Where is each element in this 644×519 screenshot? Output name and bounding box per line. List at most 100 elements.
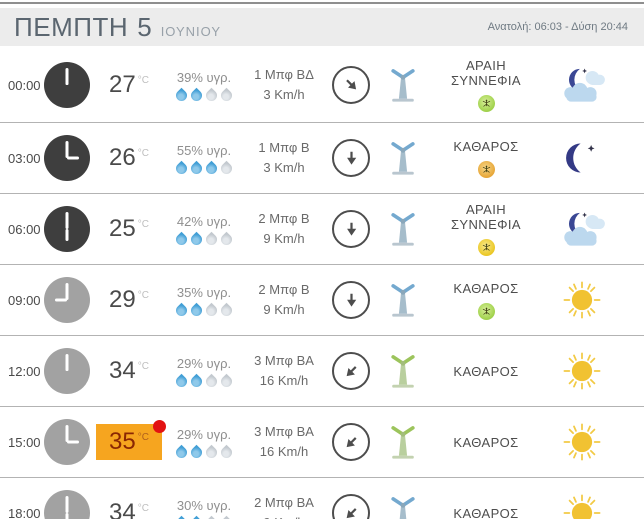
clock-icon	[44, 135, 90, 181]
sky-cell	[542, 349, 622, 393]
mosquito-index-icon	[477, 239, 495, 256]
droplet-icon	[173, 87, 190, 103]
wind-turbine-icon	[391, 142, 415, 175]
humidity-droplets	[173, 302, 235, 318]
condition-cell: ΑΡΑΙΗ ΣΥΝΝΕΦΙΑ	[430, 58, 542, 112]
clock-minute-hand	[65, 425, 69, 442]
temperature-cell: 27 °C	[92, 68, 166, 102]
mosquito-index-icon	[477, 160, 495, 178]
humidity-cell: 42% υγρ.	[166, 213, 242, 247]
forecast-row: 18:00 34 °C 30% υγρ. 2 Μπφ Β	[0, 478, 644, 519]
wind-beaufort-label: 1 Μπφ ΒΔ	[254, 66, 314, 82]
turbine-cell	[376, 282, 430, 318]
moon-weather-icon	[566, 143, 595, 173]
clock-cell	[42, 135, 92, 181]
clock-cell	[42, 62, 92, 108]
sky-cell	[542, 140, 622, 176]
clock-cell	[42, 490, 92, 519]
clock-hour-hand	[67, 156, 79, 160]
temperature-cell: 34 °C	[92, 354, 166, 388]
droplet-icon	[173, 231, 190, 247]
clock-icon	[44, 419, 90, 465]
sunrise-sunset-label: Ανατολή: 06:03 - Δύση 20:44	[487, 21, 628, 33]
droplet-icon	[188, 444, 205, 460]
droplet-icon	[218, 302, 235, 318]
time-label: 00:00	[8, 77, 41, 93]
wind-cell: 1 Μπφ ΒΔ 3 Km/h	[242, 65, 326, 105]
clock-minute-hand	[65, 354, 69, 371]
turbine-cell	[376, 424, 430, 460]
day-name: ΠΕΜΠΤΗ	[14, 11, 129, 42]
wind-cell: 2 Μπφ Β 9 Km/h	[242, 209, 326, 249]
clock-hour-hand	[65, 513, 69, 519]
temperature-value: 34	[109, 499, 136, 519]
condition-cell: ΚΑΘΑΡΟΣ	[430, 506, 542, 519]
wind-turbine-icon	[391, 213, 415, 246]
turbine-cell	[376, 211, 430, 247]
clock-cell	[42, 348, 92, 394]
sun-weather-icon	[563, 423, 601, 461]
droplet-icon	[218, 87, 235, 103]
humidity-cell: 39% υγρ.	[166, 70, 242, 103]
day-header: ΠΕΜΠΤΗ 5 ΙΟΥΝΙΟΥ Ανατολή: 06:03 - Δύση 2…	[0, 8, 644, 46]
temperature: 25 °C	[99, 212, 159, 246]
humidity-droplets	[173, 373, 235, 389]
wind-cell: 1 Μπφ Β 3 Km/h	[242, 138, 326, 178]
droplet-icon	[218, 373, 235, 389]
clock-minute-hand	[65, 283, 69, 300]
turbine-cell	[376, 353, 430, 389]
condition-label: ΚΑΘΑΡΟΣ	[453, 505, 519, 519]
wind-speed-label: 3 Km/h	[263, 87, 305, 102]
wind-direction-cell	[324, 415, 378, 469]
droplet-icon	[188, 373, 205, 389]
temperature-unit: °C	[137, 503, 149, 514]
temperature-unit: °C	[137, 148, 149, 159]
wind-turbine-icon	[391, 284, 415, 317]
time-label: 15:00	[8, 434, 41, 450]
clock-icon	[44, 206, 90, 252]
clock-minute-hand	[65, 212, 69, 229]
temperature-cell: 25 °C	[92, 212, 166, 246]
clock-minute-hand	[65, 496, 69, 513]
wind-speed-label: 9 Km/h	[263, 231, 305, 246]
time-label: 06:00	[8, 221, 41, 237]
droplet-icon	[203, 160, 220, 176]
humidity-label: 55% υγρ.	[176, 142, 232, 158]
wind-speed-label: 16 Km/h	[259, 373, 309, 388]
moon-cloud-weather-icon	[564, 68, 605, 102]
wind-direction-cell	[324, 486, 378, 519]
humidity-cell: 35% υγρ.	[166, 284, 242, 318]
wind-beaufort-label: 2 Μπφ Β	[258, 210, 310, 226]
wind-direction-cell	[326, 210, 376, 248]
humidity-label: 35% υγρ.	[176, 284, 232, 300]
humidity-droplets	[173, 160, 235, 176]
temperature-cell: 26 °C	[92, 141, 166, 175]
month-name: ΙΟΥΝΙΟΥ	[160, 23, 222, 39]
wind-direction-icon	[324, 344, 378, 398]
condition-label: ΑΡΑΙΗ ΣΥΝΝΕΦΙΑ	[450, 202, 521, 232]
turbine-cell	[376, 67, 430, 103]
heat-alert-dot	[152, 420, 166, 433]
droplet-icon	[203, 302, 220, 318]
clock-icon	[44, 348, 90, 394]
time-label: 18:00	[8, 505, 41, 519]
wind-beaufort-label: 1 Μπφ Β	[258, 139, 310, 155]
droplet-icon	[173, 515, 190, 519]
clock-cell	[42, 277, 92, 323]
wind-cell: 3 Μπφ ΒΑ 16 Km/h	[242, 422, 326, 462]
droplet-icon	[203, 373, 220, 389]
sky-cell	[542, 491, 622, 519]
forecast-row: 12:00 34 °C 29% υγρ. 3 Μπφ Β	[0, 336, 644, 407]
sky-cell	[542, 278, 622, 322]
wind-beaufort-label: 2 Μπφ Β	[258, 281, 310, 297]
droplet-icon	[188, 231, 205, 247]
time-label: 03:00	[8, 150, 41, 166]
humidity-label: 30% υγρ.	[176, 497, 232, 513]
temperature-value: 34	[109, 357, 136, 384]
humidity-label: 42% υγρ.	[176, 213, 232, 229]
clock-icon	[44, 277, 90, 323]
humidity-cell: 55% υγρ.	[166, 142, 242, 176]
droplet-icon	[218, 515, 235, 519]
humidity-droplets	[173, 444, 235, 460]
droplet-icon	[203, 444, 220, 460]
